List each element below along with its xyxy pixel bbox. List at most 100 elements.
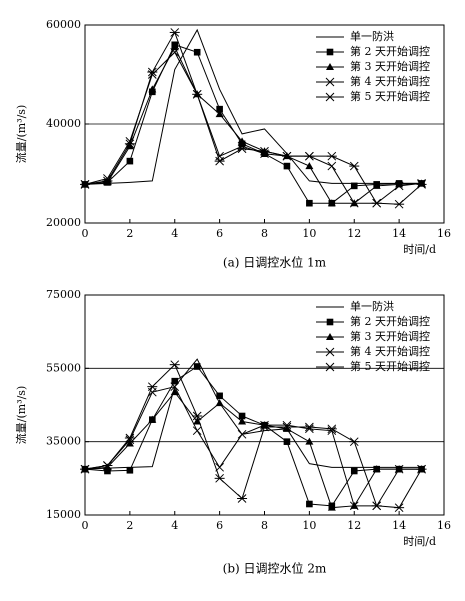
data-point [305, 424, 314, 434]
legend-label: 第 2 天开始调控 [350, 44, 430, 58]
marker-stroke [282, 420, 292, 430]
data-point [349, 161, 360, 171]
chart-caption: (a) 日调控水位 1m [223, 255, 327, 270]
series-line [84, 386, 422, 507]
x-tick-label: 2 [126, 227, 133, 240]
legend-label: 第 3 天开始调控 [350, 59, 430, 73]
data-point [282, 424, 291, 432]
y-tick-label: 60000 [46, 18, 81, 31]
x-tick-label: 14 [392, 519, 406, 532]
data-point [169, 28, 180, 37]
x-tick-label: 12 [347, 227, 361, 240]
data-point [215, 399, 224, 407]
data-point [350, 182, 358, 190]
data-point [237, 494, 248, 503]
data-point [283, 438, 291, 445]
data-point [306, 500, 313, 508]
data-point [371, 501, 382, 511]
data-point [349, 198, 359, 208]
data-point [124, 139, 135, 149]
data-point [148, 415, 157, 423]
legend-marker [326, 63, 334, 70]
data-point [102, 176, 113, 186]
data-point [372, 465, 381, 473]
data-point [169, 360, 180, 370]
y-tick-label: 20000 [46, 216, 81, 229]
y-tick-label: 55000 [46, 361, 81, 374]
x-tick-label: 4 [171, 227, 178, 240]
data-point [304, 151, 315, 161]
x-tick-label: 8 [261, 519, 268, 532]
data-point [214, 156, 225, 166]
data-point [216, 392, 223, 400]
data-point [372, 181, 381, 189]
data-point [192, 411, 203, 421]
data-point [260, 420, 269, 430]
x-tick-label: 6 [216, 519, 223, 532]
x-tick-label: 16 [437, 227, 451, 240]
data-point [170, 43, 179, 51]
marker-stroke [125, 435, 135, 445]
data-point [327, 199, 336, 207]
marker-stroke [237, 429, 247, 439]
data-point [326, 151, 337, 161]
y-tick-label: 15000 [46, 508, 81, 521]
x-tick-label: 16 [437, 519, 451, 532]
legend-label: 单一防洪 [350, 29, 394, 43]
series-line [84, 391, 422, 509]
y-axis-label: 流量/(m³/s) [14, 105, 28, 163]
y-tick-label: 35000 [46, 435, 81, 448]
data-point [305, 437, 314, 445]
data-point [349, 437, 360, 447]
legend-marker [326, 48, 334, 56]
data-point [192, 89, 203, 99]
series-line [84, 31, 422, 205]
data-point [103, 463, 112, 471]
marker-stroke [327, 426, 337, 436]
data-point [394, 199, 405, 209]
data-point [80, 464, 90, 474]
data-point [171, 377, 179, 385]
data-point [193, 48, 201, 56]
x-tick-label: 10 [302, 519, 316, 532]
marker-stroke [170, 382, 180, 392]
data-point [103, 178, 112, 186]
data-point [305, 162, 314, 170]
data-point [237, 429, 247, 439]
y-tick-label: 75000 [46, 288, 81, 301]
data-point [327, 426, 337, 436]
marker-stroke [349, 198, 359, 208]
marker-stroke [325, 347, 335, 357]
data-point [237, 144, 248, 154]
y-axis-label: 流量/(m³/s) [14, 386, 28, 444]
data-point [170, 382, 180, 392]
data-point [304, 422, 315, 432]
legend-label: 第 5 天开始调控 [350, 89, 430, 103]
data-point [259, 422, 270, 432]
data-point [238, 412, 246, 420]
data-point [147, 382, 158, 392]
data-point [416, 464, 427, 474]
series-line [84, 365, 422, 507]
marker-stroke [305, 424, 314, 434]
x-axis-label: 时间/d [403, 535, 436, 548]
legend-marker [326, 318, 334, 326]
marker-stroke [260, 420, 269, 430]
legend-label: 第 5 天开始调控 [350, 359, 430, 373]
data-point [170, 47, 180, 57]
data-point [170, 388, 179, 396]
x-tick-label: 12 [347, 519, 361, 532]
marker-stroke [192, 426, 202, 436]
data-point [80, 180, 90, 189]
y-tick-label: 40000 [46, 117, 81, 130]
legend-label: 第 4 天开始调控 [350, 74, 430, 88]
marker-stroke [170, 47, 180, 57]
marker-stroke [394, 181, 404, 191]
data-point [214, 473, 225, 483]
data-point [216, 105, 223, 113]
data-point [238, 417, 247, 425]
data-point [238, 137, 247, 145]
data-point [306, 199, 313, 207]
legend-marker [325, 362, 335, 372]
